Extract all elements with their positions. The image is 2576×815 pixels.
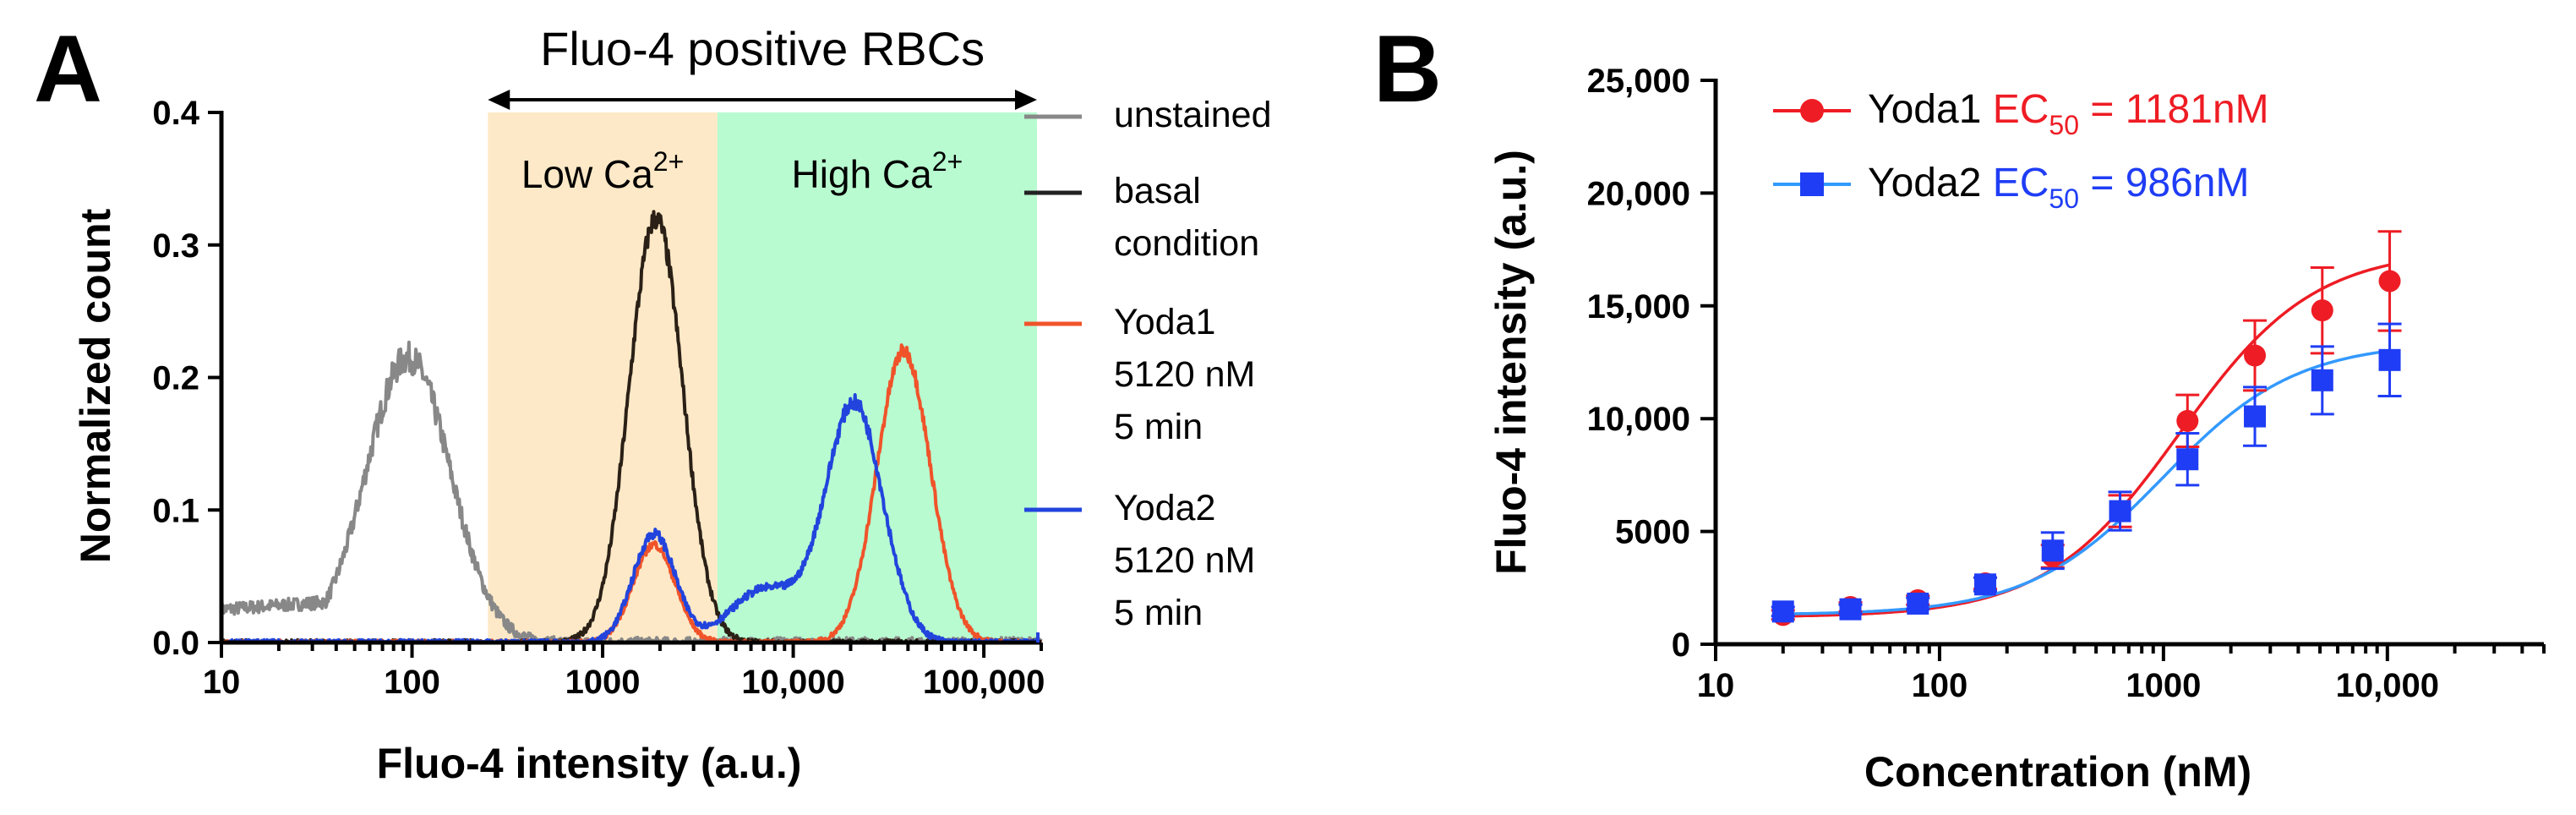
panel-b-x-axis-title: Concentration (nM)	[1864, 748, 2251, 796]
ec50-value: = 1181nM	[2079, 87, 2269, 132]
y-tick-label: 15,000	[1587, 288, 1690, 325]
data-point-yoda2	[2109, 500, 2131, 522]
data-point-yoda2	[1907, 592, 1929, 615]
series-name: Yoda2	[1868, 161, 1993, 205]
data-point-yoda1	[2378, 270, 2401, 293]
panel-a-letter: A	[34, 16, 102, 122]
x-tick-label: 1000	[565, 664, 641, 701]
data-point-yoda2	[2244, 405, 2267, 428]
data-point-yoda1	[2176, 409, 2199, 432]
ec50-subscript: 50	[2049, 183, 2079, 214]
fluo4-positive-rbcs-label: Fluo-4 positive RBCs	[540, 22, 985, 75]
data-point-yoda1	[2244, 344, 2267, 367]
legend-label: 5 min	[1114, 407, 1203, 447]
ec50-label: EC	[1993, 87, 2049, 132]
data-point-yoda2	[2311, 369, 2333, 391]
data-point-yoda2	[1839, 598, 1862, 621]
legend-label: unstained	[1114, 95, 1272, 135]
x-tick-label: 10	[203, 664, 241, 701]
legend-label: condition	[1114, 223, 1259, 264]
legend-label: Yoda1	[1114, 302, 1215, 342]
panel-a-axes: 0.0 0.1 0.2 0.3 0.4 10 100 1000 10,000 100,000	[152, 95, 1045, 701]
dose-response-fits	[1782, 263, 2391, 618]
data-point-yoda2	[1771, 600, 1794, 623]
panel-b: B 0 5000 10,000 15,000 20,000 25,000 10 100 1000…	[1373, 16, 2546, 796]
panel-b-y-axis-title: Fluo-4 intensity (a.u.)	[1487, 150, 1535, 575]
legend-label: 5120 nM	[1114, 540, 1255, 581]
y-tick-label: 0.4	[152, 95, 199, 132]
high-calcium-label: High Ca2+	[792, 146, 963, 196]
span-arrow-left-head	[488, 90, 510, 110]
legend-label: 5120 nM	[1114, 354, 1255, 395]
y-tick-label: 0.1	[152, 492, 199, 529]
fit-curve-yoda1	[1782, 263, 2391, 618]
y-tick-label: 0	[1672, 626, 1690, 664]
legend-label: 5 min	[1114, 593, 1203, 633]
legend-label-yoda1: Yoda1 EC50 = 1181nM	[1868, 87, 2269, 140]
dose-response-points	[1771, 230, 2402, 626]
y-tick-label: 20,000	[1587, 175, 1690, 212]
legend-label: basal	[1114, 171, 1201, 211]
ec50-subscript: 50	[2049, 110, 2079, 140]
panel-a: A Fluo-4 positive RBCs Low Ca2+ High Ca2…	[34, 16, 1272, 787]
x-tick-label: 10,000	[741, 664, 844, 701]
fit-curve-yoda2	[1782, 349, 2390, 615]
x-tick-label: 100,000	[923, 664, 1045, 701]
data-point-yoda1	[2311, 299, 2333, 322]
panel-a-x-axis-title: Fluo-4 intensity (a.u.)	[377, 740, 802, 787]
panel-a-y-axis-title: Normalized count	[72, 208, 119, 563]
data-point-yoda2	[2041, 539, 2064, 562]
span-arrow-right-head	[1014, 90, 1037, 110]
y-tick-label: 5000	[1615, 514, 1690, 551]
low-calcium-region	[488, 112, 718, 643]
data-point-yoda2	[2378, 348, 2401, 371]
y-tick-label: 25,000	[1587, 63, 1690, 100]
panel-b-letter: B	[1373, 16, 1442, 122]
x-tick-label: 100	[1912, 667, 1968, 704]
x-tick-label: 1000	[2126, 667, 2201, 704]
low-calcium-label: Low Ca2+	[521, 146, 684, 196]
legend-label: Yoda2	[1114, 488, 1215, 528]
y-tick-label: 0.3	[152, 227, 199, 265]
x-tick-label: 10	[1697, 667, 1735, 704]
legend-marker-yoda2	[1800, 172, 1824, 196]
series-name: Yoda1	[1868, 87, 1993, 132]
y-tick-label: 0.2	[152, 360, 199, 397]
panel-b-axes: 0 5000 10,000 15,000 20,000 25,000 10 100 1000 10…	[1587, 63, 2546, 704]
ec50-value: = 986nM	[2079, 161, 2249, 205]
y-tick-label: 10,000	[1587, 401, 1690, 438]
legend-label-yoda2: Yoda2 EC50 = 986nM	[1868, 161, 2249, 214]
legend-marker-yoda1	[1800, 99, 1824, 123]
data-point-yoda2	[1974, 573, 1997, 596]
data-point-yoda2	[2176, 448, 2199, 471]
x-tick-label: 100	[384, 664, 440, 701]
x-tick-label: 10,000	[2336, 667, 2439, 704]
panel-a-legend: unstained basal condition Yoda1 5120 nM 5 min…	[1024, 95, 1272, 633]
y-tick-label: 0.0	[152, 625, 199, 662]
high-calcium-region	[717, 112, 1037, 643]
ec50-label: EC	[1993, 161, 2049, 205]
